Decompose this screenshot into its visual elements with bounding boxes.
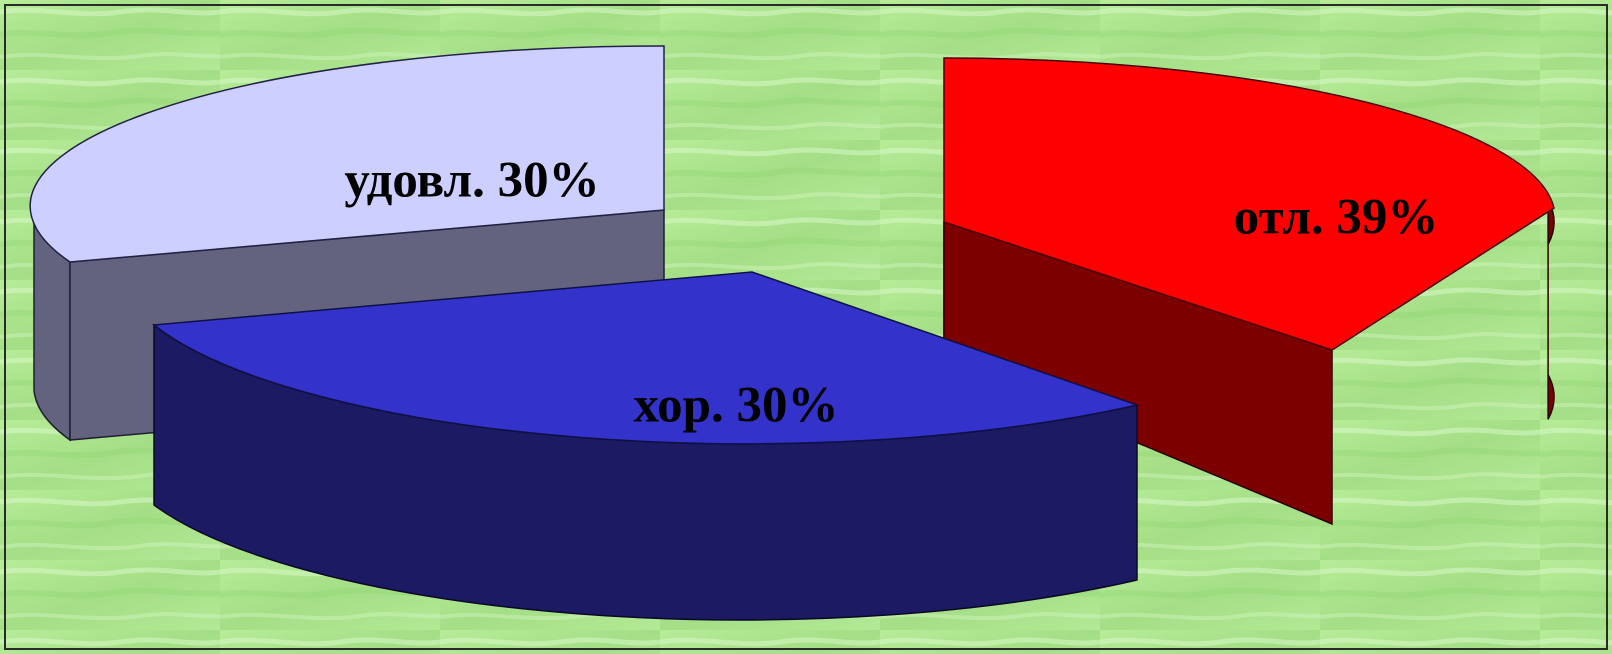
slice-хор-top — [152, 271, 1140, 445]
slice-отл — [943, 57, 1555, 526]
slice-label-хор: хор. 30% — [634, 378, 839, 434]
slice-label-удовл: удовл. 30% — [344, 153, 599, 209]
slice-отл-top — [943, 57, 1555, 351]
slice-отл-side-arc — [1547, 199, 1555, 420]
slice-label-отл: отл. 39% — [1234, 190, 1439, 246]
slice-удовл-top — [29, 45, 665, 263]
slice-хор — [152, 271, 1140, 621]
